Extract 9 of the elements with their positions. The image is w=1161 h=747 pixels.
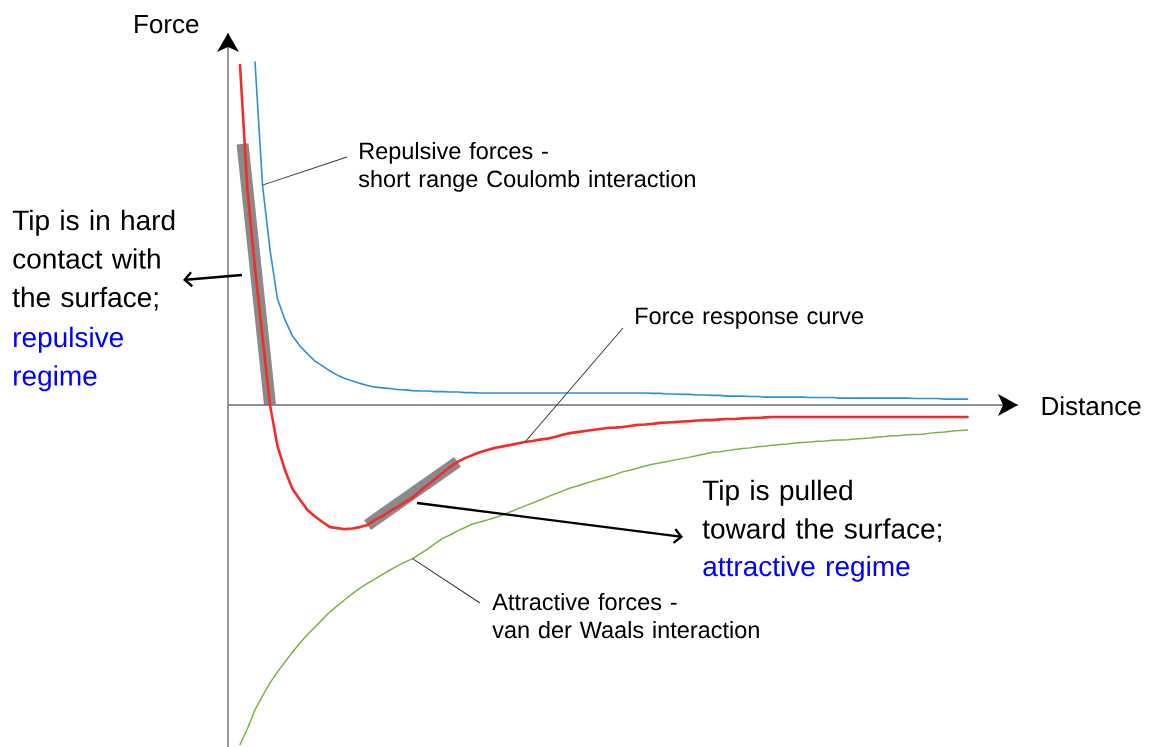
annotation: Repulsive forces - short range Coulomb interaction: [358, 141, 695, 192]
text: Tip is in hard contact with the surface;: [12, 209, 175, 311]
annotation: attractive regime: [703, 555, 910, 582]
x-axis-title: Distance: [1042, 396, 1141, 416]
annotation: Tip is pulled toward the surface;: [702, 479, 941, 543]
y-axis-title: Force: [135, 15, 199, 34]
annotation: Attractive forces - van der Waals interaction: [492, 592, 759, 639]
annotation: Force response curve: [636, 307, 863, 329]
text: repulsive regime: [14, 326, 123, 392]
